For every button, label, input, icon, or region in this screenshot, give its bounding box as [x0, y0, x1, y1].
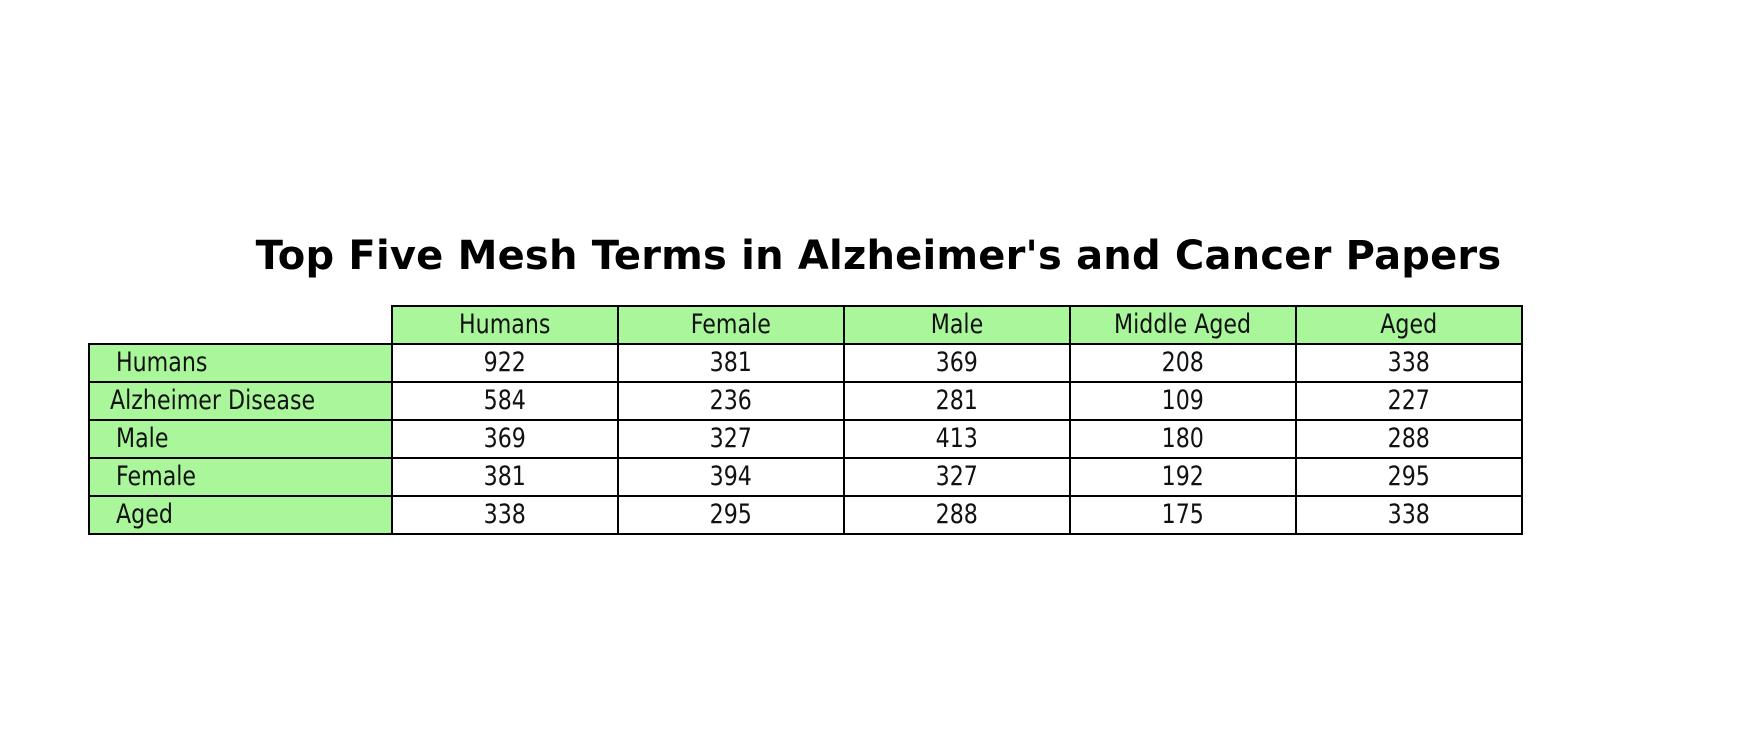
cell-value: 295	[1387, 461, 1431, 492]
cell-value: 175	[1161, 499, 1205, 530]
column-header-row: Humans Female Male Middle Aged Aged	[89, 305, 1523, 345]
column-header: Aged	[1295, 305, 1523, 345]
table-row: Alzheimer Disease 584 236 281 109 227	[88, 381, 1523, 421]
column-header-label: Female	[690, 309, 772, 340]
table-cell: 338	[391, 495, 619, 535]
table-cell: 369	[391, 419, 619, 459]
cell-value: 584	[483, 385, 527, 416]
table-cell: 109	[1069, 381, 1297, 421]
table-cell: 922	[391, 343, 619, 383]
table-cell: 288	[1295, 419, 1523, 459]
cell-value: 381	[483, 461, 527, 492]
row-header-label: Alzheimer Disease	[110, 385, 316, 416]
row-header: Male	[88, 419, 393, 459]
table-cell: 327	[843, 457, 1071, 497]
column-header-label: Male	[930, 309, 984, 340]
cell-value: 288	[935, 499, 979, 530]
cell-value: 281	[935, 385, 979, 416]
table-cell: 236	[617, 381, 845, 421]
mesh-terms-table-container: Humans Female Male Middle Aged Aged Huma…	[88, 305, 1523, 535]
table-cell: 381	[617, 343, 845, 383]
table-cell: 338	[1295, 343, 1523, 383]
table-cell: 208	[1069, 343, 1297, 383]
table-cell: 295	[1295, 457, 1523, 497]
cell-value: 338	[1387, 499, 1431, 530]
table-cell: 338	[1295, 495, 1523, 535]
cell-value: 236	[709, 385, 753, 416]
cell-value: 381	[709, 347, 753, 378]
column-header-label: Humans	[459, 309, 551, 340]
column-header: Male	[843, 305, 1071, 345]
column-header: Humans	[391, 305, 619, 345]
cell-value: 394	[709, 461, 753, 492]
cell-value: 227	[1387, 385, 1431, 416]
table-cell: 227	[1295, 381, 1523, 421]
column-header-label: Aged	[1380, 309, 1438, 340]
column-header: Female	[617, 305, 845, 345]
cell-value: 369	[483, 423, 527, 454]
table-cell: 327	[617, 419, 845, 459]
table-row: Female 381 394 327 192 295	[88, 457, 1523, 497]
cell-value: 413	[935, 423, 979, 454]
cell-value: 338	[1387, 347, 1431, 378]
table-cell: 281	[843, 381, 1071, 421]
cell-value: 369	[935, 347, 979, 378]
table-cell: 394	[617, 457, 845, 497]
table-cell: 288	[843, 495, 1071, 535]
table-row: Male 369 327 413 180 288	[88, 419, 1523, 459]
table-row: Aged 338 295 288 175 338	[88, 495, 1523, 535]
table-cell: 381	[391, 457, 619, 497]
table-cell: 295	[617, 495, 845, 535]
table-cell: 192	[1069, 457, 1297, 497]
row-header-label: Aged	[116, 499, 173, 530]
mesh-terms-table: Humans Female Male Middle Aged Aged Huma…	[88, 305, 1523, 535]
row-header-label: Humans	[116, 347, 208, 378]
cell-value: 192	[1161, 461, 1205, 492]
row-header: Humans	[88, 343, 393, 383]
table-cell: 584	[391, 381, 619, 421]
table-cell: 175	[1069, 495, 1297, 535]
cell-value: 327	[709, 423, 753, 454]
cell-value: 208	[1161, 347, 1205, 378]
cell-value: 922	[483, 347, 527, 378]
row-header: Alzheimer Disease	[88, 381, 393, 421]
table-row: Humans 922 381 369 208 338	[88, 343, 1523, 383]
cell-value: 180	[1161, 423, 1205, 454]
table-corner	[89, 306, 392, 344]
row-header-label: Male	[116, 423, 169, 454]
column-header: Middle Aged	[1069, 305, 1297, 345]
cell-value: 327	[935, 461, 979, 492]
row-header-label: Female	[116, 461, 197, 492]
table-cell: 180	[1069, 419, 1297, 459]
cell-value: 338	[483, 499, 527, 530]
table-cell: 369	[843, 343, 1071, 383]
cell-value: 295	[709, 499, 753, 530]
row-header: Aged	[88, 495, 393, 535]
table-cell: 413	[843, 419, 1071, 459]
column-header-label: Middle Aged	[1114, 309, 1252, 340]
cell-value: 288	[1387, 423, 1431, 454]
cell-value: 109	[1161, 385, 1205, 416]
chart-title: Top Five Mesh Terms in Alzheimer's and C…	[255, 233, 1502, 279]
row-header: Female	[88, 457, 393, 497]
